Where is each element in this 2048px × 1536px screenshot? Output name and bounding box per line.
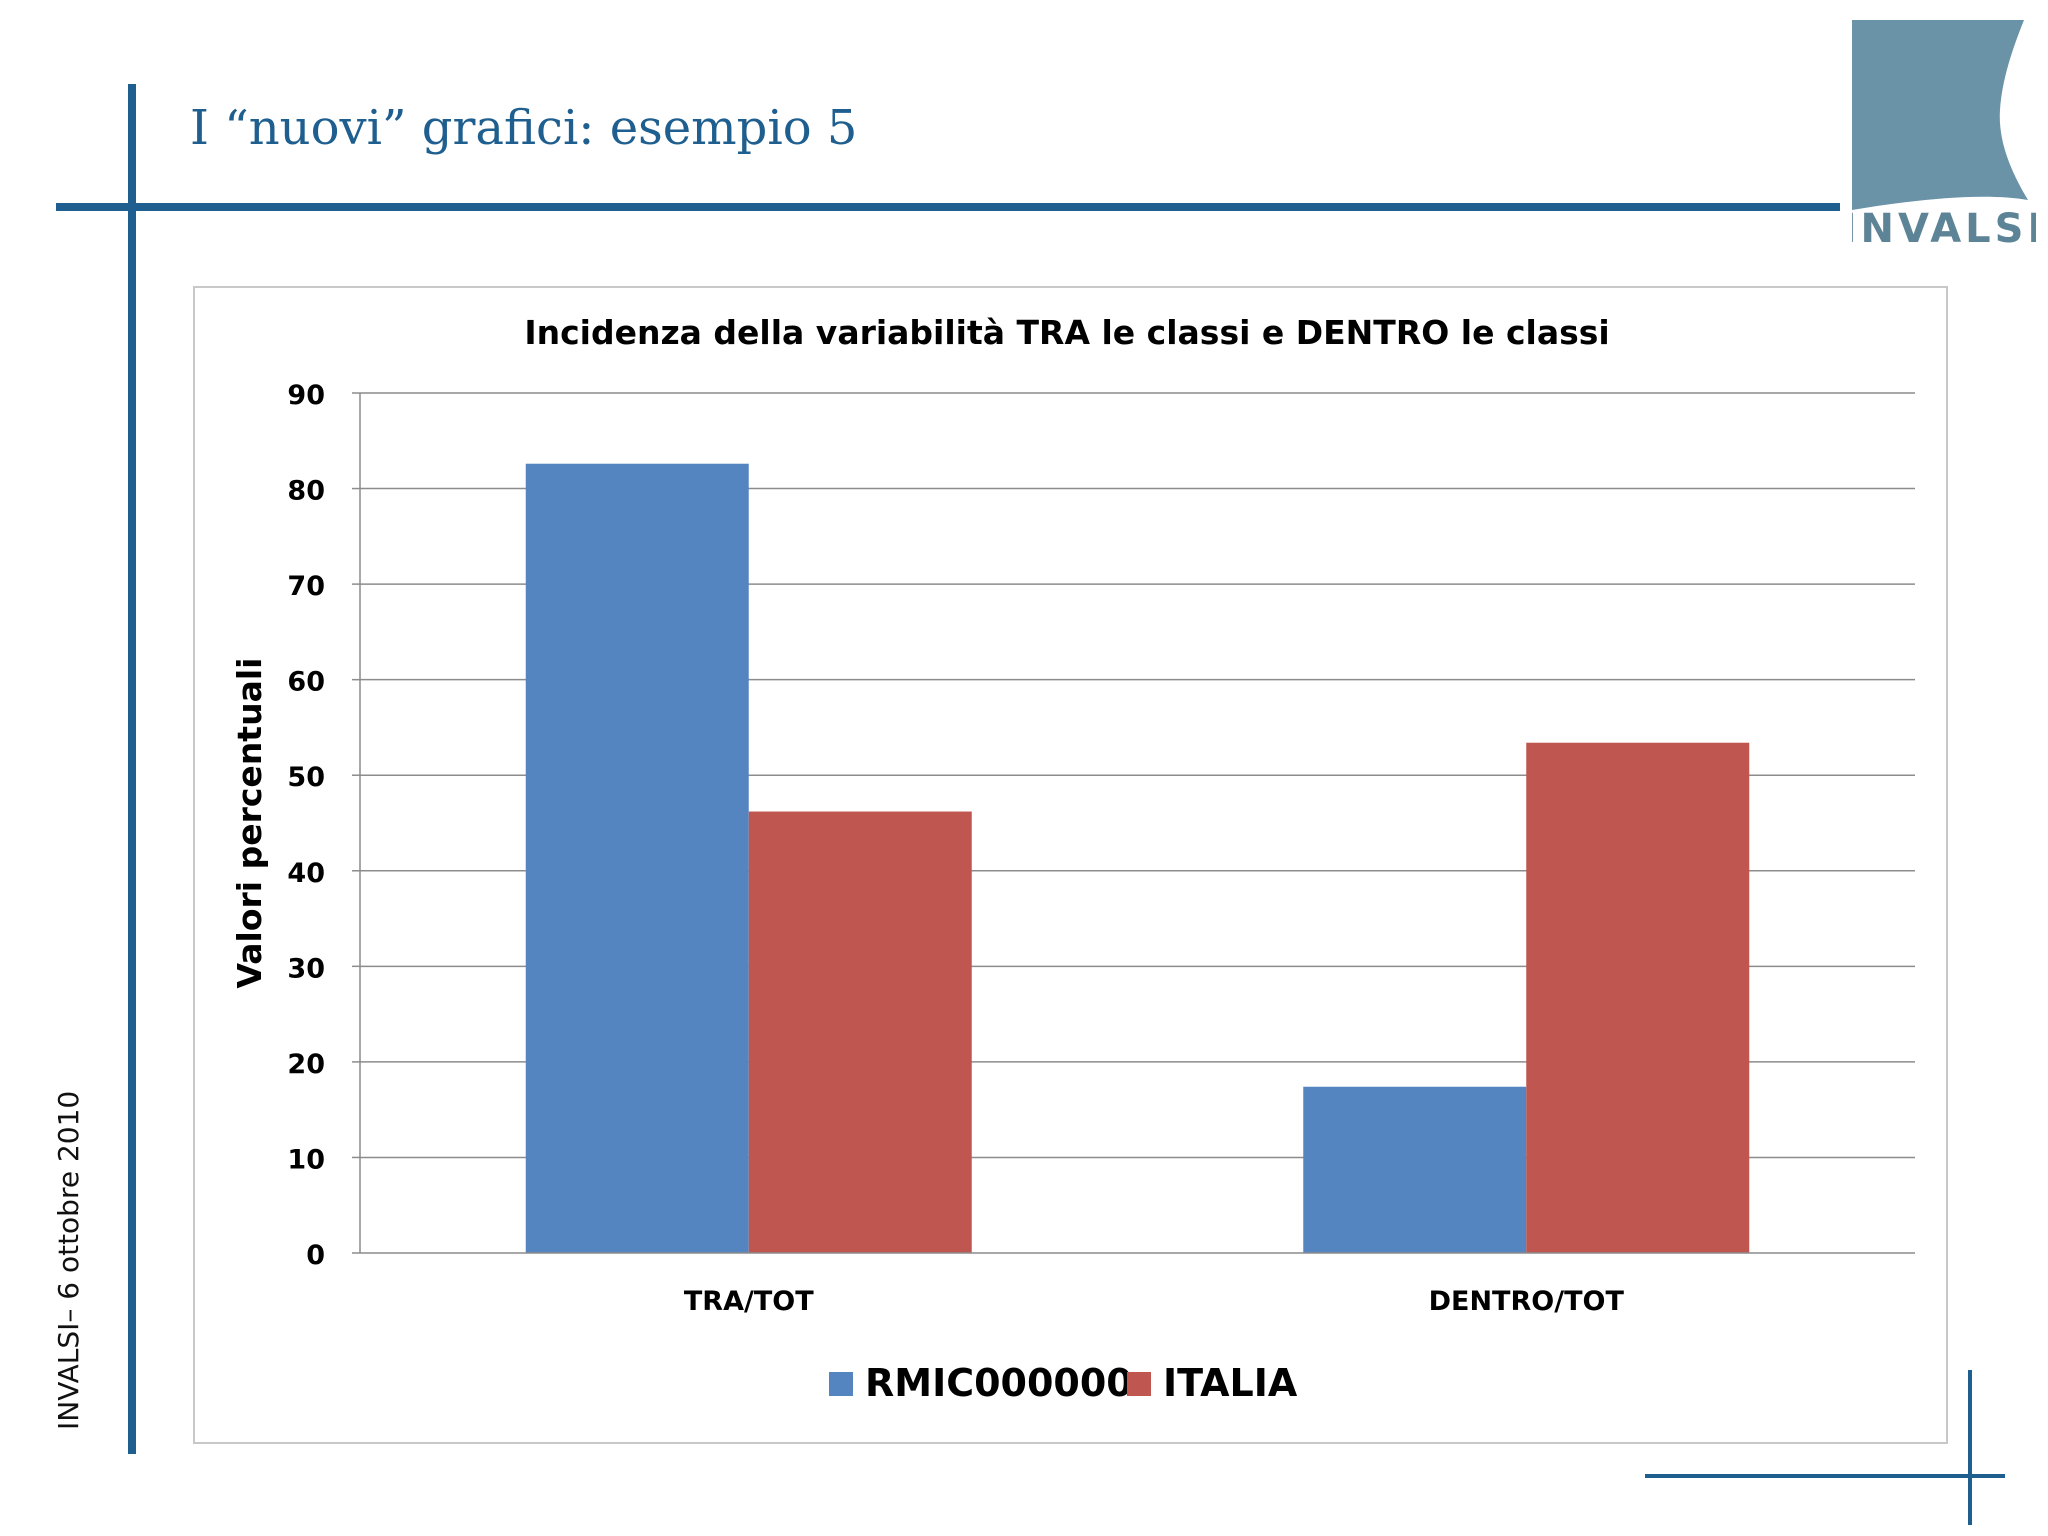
legend-label: ITALIA bbox=[1163, 1361, 1298, 1405]
legend: RMIC000000 ITALIA bbox=[829, 1361, 1298, 1405]
chart-frame: 0 10 20 30 40 50 60 70 80 90 TRA/TOT DENTRO/TOT In… bbox=[193, 286, 1948, 1444]
corner-line-horizontal bbox=[1645, 1474, 2005, 1478]
y-tick-label: 80 bbox=[287, 476, 325, 507]
y-tick-label: 10 bbox=[287, 1144, 325, 1175]
logo-text: INVALSI bbox=[1852, 206, 2036, 248]
footer-date-vertical: INVALSI– 6 ottobre 2010 bbox=[52, 1090, 85, 1430]
y-tick-label: 0 bbox=[306, 1240, 325, 1271]
corner-line-vertical bbox=[1968, 1370, 1972, 1525]
bar-italia-tra-tot bbox=[748, 811, 972, 1253]
axes bbox=[359, 393, 1915, 1254]
bar-rmic000000-dentro-tot bbox=[1303, 1086, 1527, 1253]
title-underline bbox=[56, 203, 1840, 211]
invalsi-logo: INVALSI bbox=[1852, 20, 2036, 248]
y-tick-label: 70 bbox=[287, 571, 325, 602]
slide-title: I “nuovi” grafici: esempio 5 bbox=[190, 100, 858, 156]
legend-swatch bbox=[1127, 1372, 1151, 1396]
logo-shape bbox=[1852, 20, 2028, 210]
y-tick-label: 20 bbox=[287, 1049, 325, 1080]
legend-label: RMIC000000 bbox=[865, 1361, 1133, 1405]
bar-rmic000000-tra-tot bbox=[525, 463, 749, 1253]
y-tick-label: 90 bbox=[287, 380, 325, 411]
bar-chart: 0 10 20 30 40 50 60 70 80 90 TRA/TOT DENTRO/TOT In… bbox=[230, 313, 1915, 1405]
bar-italia-dentro-tot bbox=[1526, 742, 1750, 1253]
bars bbox=[525, 463, 1750, 1253]
legend-swatch bbox=[829, 1372, 853, 1396]
y-tick-label: 50 bbox=[287, 762, 325, 793]
y-tick-labels: 0 10 20 30 40 50 60 70 80 90 bbox=[287, 380, 325, 1271]
x-category-label: TRA/TOT bbox=[684, 1286, 814, 1317]
chart-title: Incidenza della variabilità TRA le class… bbox=[524, 313, 1609, 352]
y-tick-label: 60 bbox=[287, 667, 325, 698]
x-category-labels: TRA/TOT DENTRO/TOT bbox=[684, 1286, 1625, 1317]
y-tick-label: 30 bbox=[287, 953, 325, 984]
y-tick-label: 40 bbox=[287, 858, 325, 889]
y-axis-label: Valori percentuali bbox=[230, 658, 269, 989]
left-accent-line bbox=[128, 84, 136, 1454]
x-category-label: DENTRO/TOT bbox=[1429, 1286, 1625, 1317]
